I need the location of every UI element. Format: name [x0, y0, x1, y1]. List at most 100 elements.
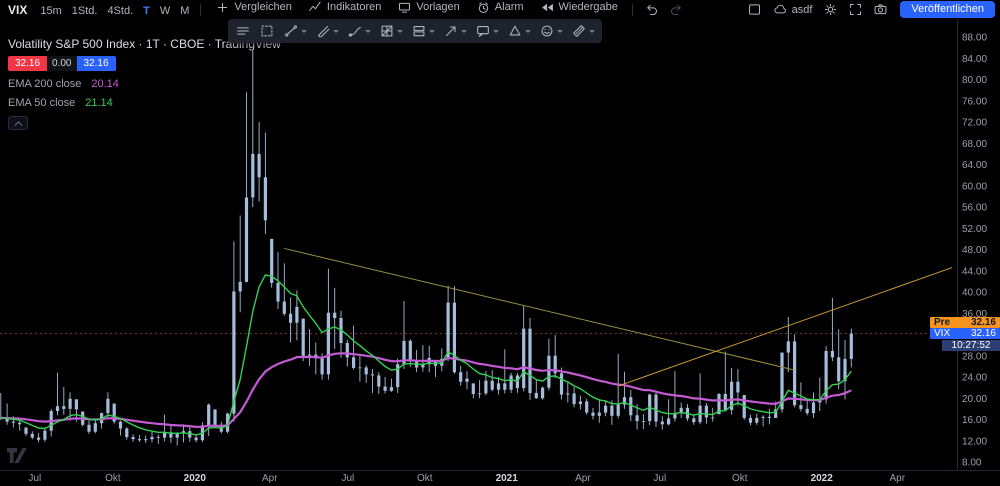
timeframe-4Std.[interactable]: 4Std.	[102, 5, 138, 17]
publish-button[interactable]: Veröffentlichen	[900, 1, 995, 18]
svg-text:64.00: 64.00	[962, 160, 987, 171]
timeframe-15m[interactable]: 15m	[35, 5, 66, 17]
ema-50-label: EMA 50 close	[8, 97, 76, 109]
layout-name: asdf	[791, 3, 813, 16]
last-price-badge: VIX 32.16	[930, 328, 1000, 340]
brush-tool-button[interactable]	[343, 19, 375, 43]
svg-text:40.00: 40.00	[962, 288, 987, 299]
buy-sell-widget: 32.16 0.00 32.16	[8, 56, 116, 71]
selection-tool-button[interactable]	[255, 19, 279, 43]
pre-market-price-badge: Pre 32.16	[930, 317, 1000, 329]
svg-text:52.00: 52.00	[962, 224, 987, 235]
top-toolbar: VIX 15m 1Std. 4Std. T W M Vergleichen Indikato…	[0, 0, 1000, 19]
trendline-2[interactable]	[618, 267, 953, 387]
cloud-save-button[interactable]: asdf	[767, 2, 819, 17]
cloud-icon	[773, 2, 788, 17]
layout-button[interactable]	[742, 2, 767, 17]
svg-text:Apr: Apr	[890, 473, 906, 484]
toolbar-divider	[631, 3, 633, 16]
toolbar-left-group: VIX 15m 1Std. 4Std. T W M Vergleichen Indikato…	[5, 0, 689, 20]
callout-icon	[475, 23, 491, 39]
svg-text:28.00: 28.00	[962, 351, 987, 362]
svg-text:20.00: 20.00	[962, 394, 987, 405]
timeframe-M[interactable]: M	[175, 5, 194, 17]
measure-tool-button[interactable]	[567, 19, 599, 43]
brush-icon	[347, 23, 363, 39]
replay-button[interactable]: Wiedergabe	[532, 0, 626, 15]
emoji-icon	[539, 23, 555, 39]
marquee-icon	[259, 23, 275, 39]
settings-button[interactable]	[818, 2, 843, 17]
chevron-down-icon	[557, 29, 563, 33]
chevron-down-icon	[461, 29, 467, 33]
svg-text:16.00: 16.00	[962, 415, 987, 426]
last-price-value: 32.16	[970, 328, 996, 340]
timeframe-1Std.[interactable]: 1Std.	[67, 5, 103, 17]
collapse-legend-button[interactable]	[8, 116, 28, 130]
templates-button[interactable]: Vorlagen	[389, 0, 467, 15]
compare-icon	[215, 0, 230, 15]
symbol-button[interactable]: VIX	[5, 3, 35, 17]
ema-50-line[interactable]	[0, 274, 852, 436]
chevron-down-icon	[301, 29, 307, 33]
replay-icon	[540, 0, 555, 15]
ema-200-value: 20.14	[91, 78, 119, 90]
line-tools-button[interactable]	[231, 19, 255, 43]
ema-200-legend-row[interactable]: EMA 200 close 20.14	[8, 78, 281, 90]
spread-value: 0.00	[47, 56, 77, 71]
undo-button[interactable]	[639, 2, 664, 17]
svg-text:2020: 2020	[184, 473, 207, 484]
timeframe-W[interactable]: W	[155, 5, 175, 17]
svg-text:68.00: 68.00	[962, 139, 987, 150]
ema-50-value: 21.14	[85, 97, 113, 109]
svg-text:80.00: 80.00	[962, 75, 987, 86]
annotation-tool-button[interactable]	[471, 19, 503, 43]
alert-button[interactable]: Alarm	[468, 0, 532, 15]
trendline-tool-button[interactable]	[279, 19, 311, 43]
badge-symbol-label: VIX	[934, 328, 951, 340]
chevron-down-icon	[493, 29, 499, 33]
gann-tool-button[interactable]	[375, 19, 407, 43]
shapes-icon	[507, 23, 523, 39]
chart-title[interactable]: Volatility S&P 500 Index · 1T · CBOE · T…	[8, 37, 281, 51]
trendline-icon	[283, 23, 299, 39]
price-axis-labels[interactable]: 88.00 84.00 80.00 76.00 72.00 68.00 64.00 60.00…	[962, 33, 987, 469]
svg-text:60.00: 60.00	[962, 181, 987, 192]
position-tool-button[interactable]	[407, 19, 439, 43]
chevron-down-icon	[589, 29, 595, 33]
drawing-toolbar	[228, 19, 602, 43]
compare-button[interactable]: Vergleichen	[207, 0, 300, 15]
tradingview-logo[interactable]	[7, 448, 27, 463]
fullscreen-button[interactable]	[843, 2, 868, 17]
sell-button[interactable]: 32.16	[8, 56, 48, 71]
chart-legend: Volatility S&P 500 Index · 1T · CBOE · T…	[8, 37, 281, 130]
measure-icon	[571, 23, 587, 39]
pre-price-value: 32.16	[970, 317, 996, 329]
chevron-down-icon	[397, 29, 403, 33]
countdown-badge: 10:27:52	[942, 339, 1000, 351]
templates-icon	[397, 0, 412, 15]
svg-text:Okt: Okt	[105, 473, 121, 484]
arrow-tool-button[interactable]	[439, 19, 471, 43]
ema-50-legend-row[interactable]: EMA 50 close 21.14	[8, 97, 281, 109]
menu-group: Vergleichen Indikatoren Vorlagen Alarm Wiede…	[207, 0, 625, 20]
buy-button[interactable]: 32.16	[76, 56, 116, 71]
svg-text:36.00: 36.00	[962, 309, 987, 320]
svg-text:88.00: 88.00	[962, 33, 987, 44]
ema-200-line[interactable]	[0, 352, 852, 429]
svg-text:Apr: Apr	[575, 473, 591, 484]
svg-text:Jul: Jul	[342, 473, 355, 484]
timeframe-T[interactable]: T	[138, 5, 155, 17]
svg-text:Okt: Okt	[417, 473, 433, 484]
trendline-1[interactable]	[284, 247, 795, 371]
shapes-tool-button[interactable]	[503, 19, 535, 43]
chevron-down-icon	[333, 29, 339, 33]
redo-button[interactable]	[664, 2, 689, 17]
pitchfork-tool-button[interactable]	[311, 19, 343, 43]
indicators-button[interactable]: Indikatoren	[300, 0, 389, 15]
emoji-tool-button[interactable]	[535, 19, 567, 43]
time-axis-labels[interactable]: Jul Okt 2020 Apr Jul Okt 2021 Apr Jul Okt 2022 Apr	[28, 473, 905, 484]
snapshot-button[interactable]	[868, 2, 893, 17]
